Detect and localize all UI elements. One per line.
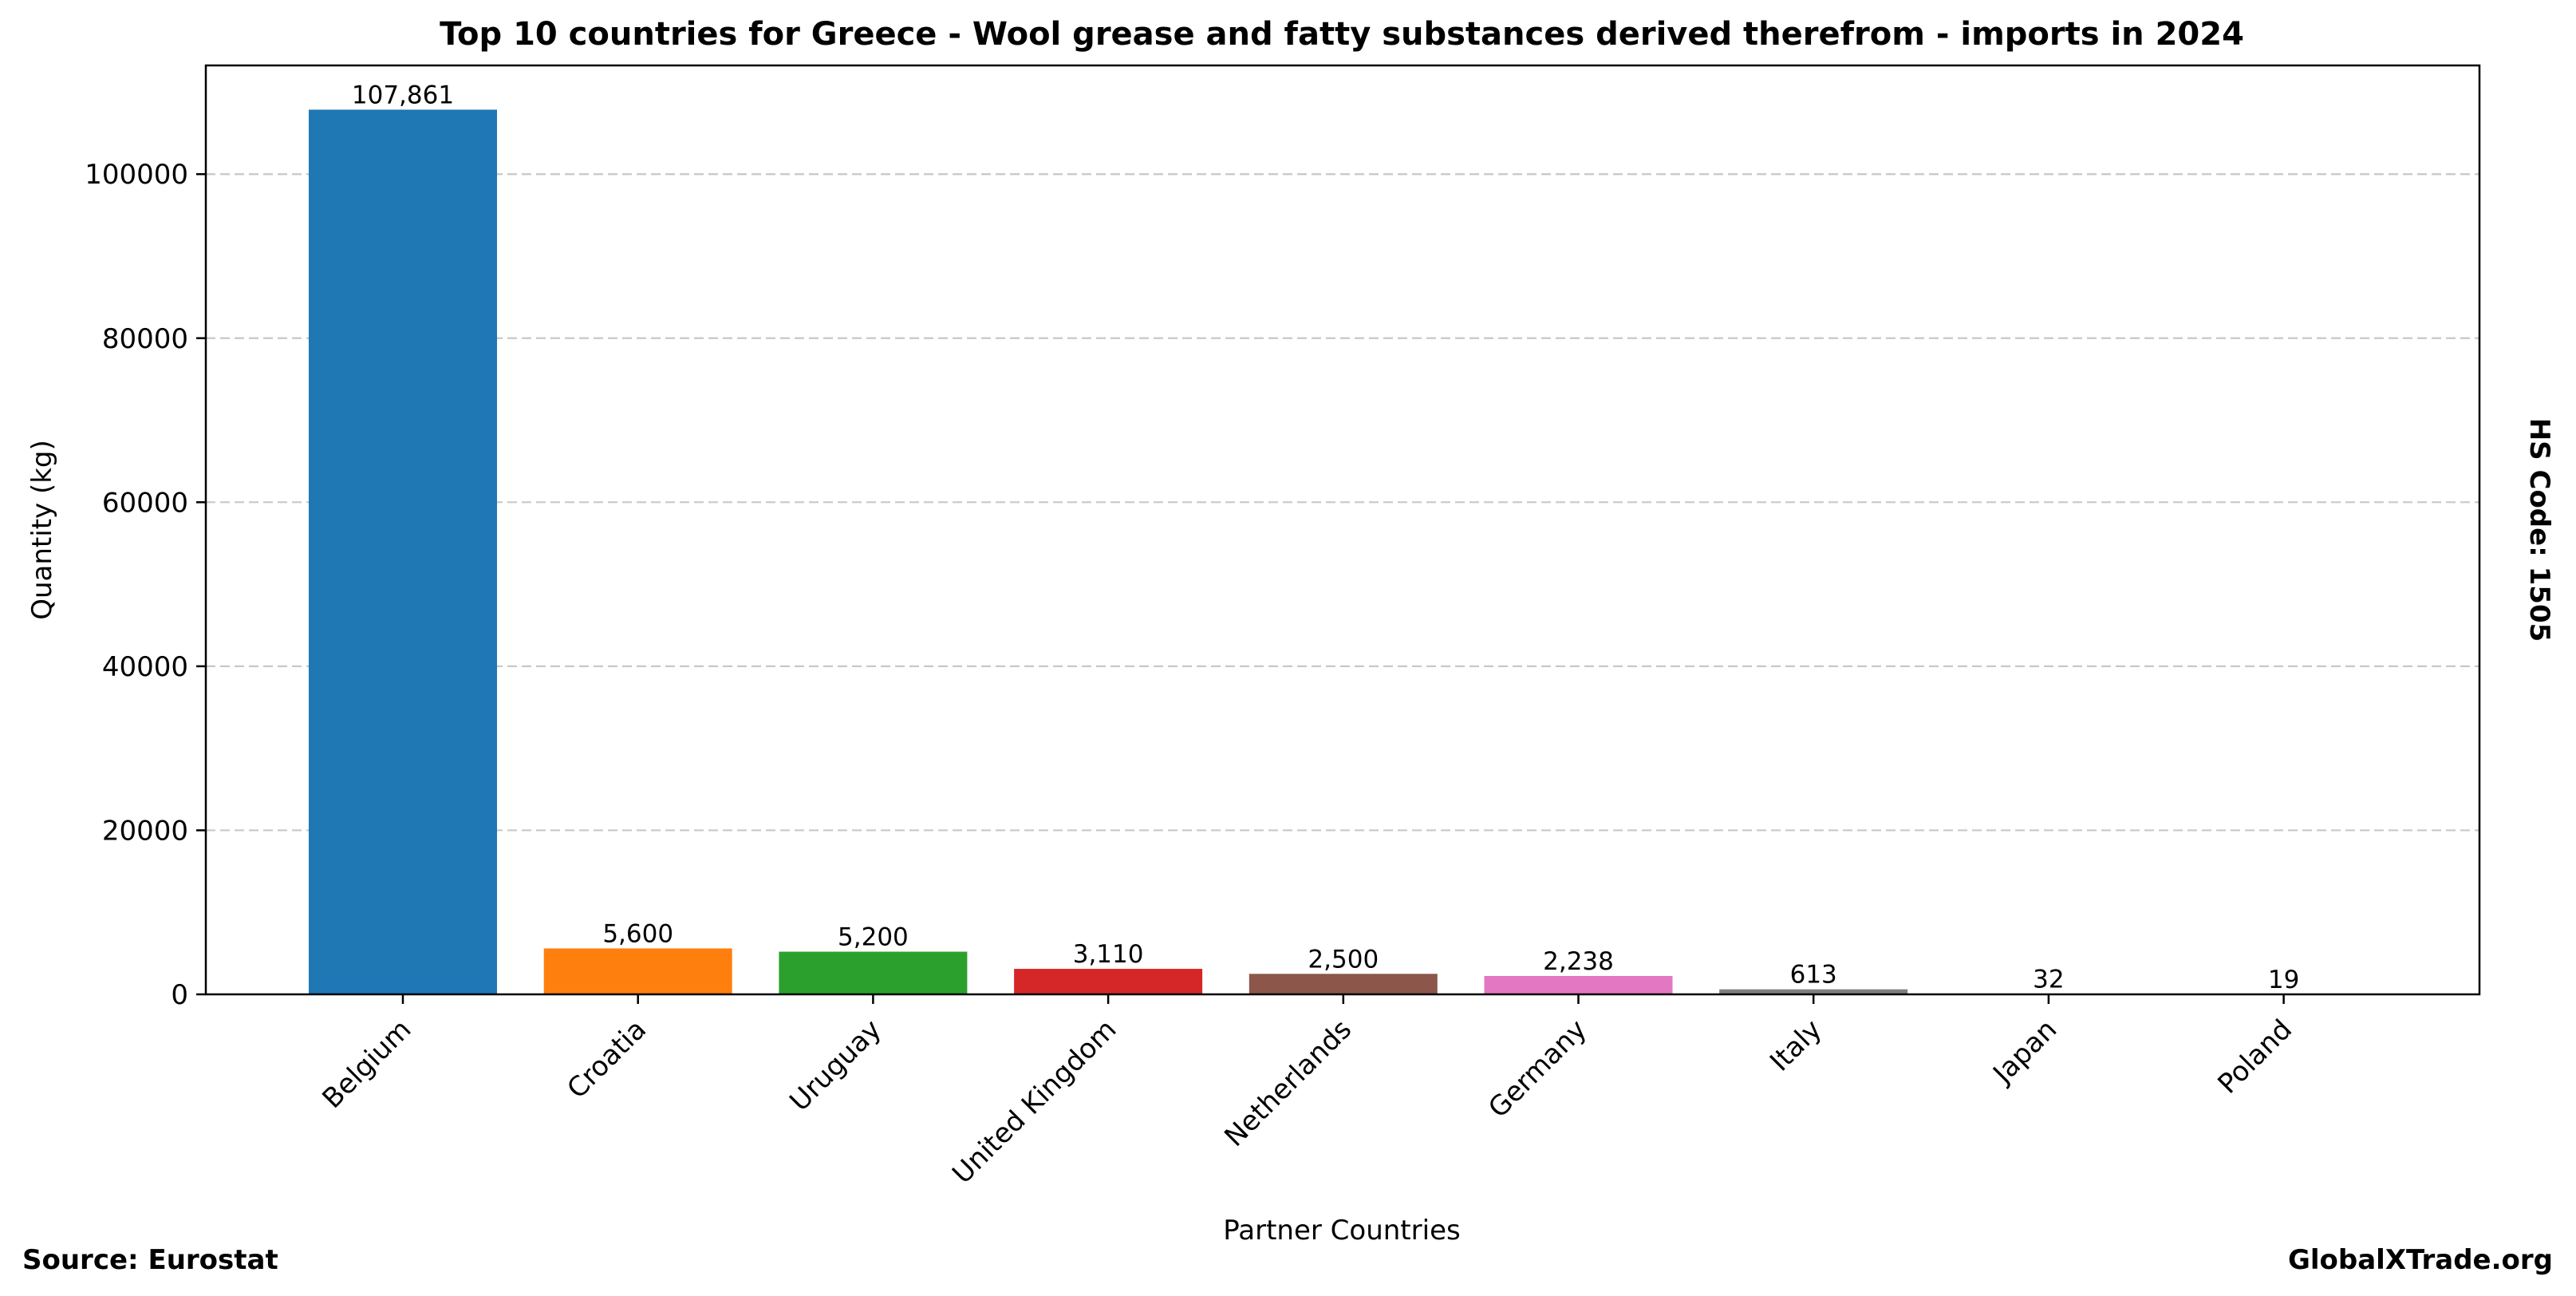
bar-value-label: 5,600 — [602, 919, 673, 948]
y-tick-label: 60000 — [102, 487, 188, 519]
source-label: Source: Eurostat — [22, 1244, 278, 1276]
y-tick-label: 80000 — [102, 323, 188, 355]
bar-netherlands — [1249, 974, 1438, 994]
hs-code-label: HS Code: 1505 — [2523, 418, 2555, 642]
bar-value-label: 19 — [2268, 966, 2299, 994]
x-tick-label: Japan — [1986, 1013, 2064, 1091]
y-tick-label: 100000 — [85, 159, 188, 191]
x-tick-label: Belgium — [317, 1013, 418, 1115]
x-tick-label: Italy — [1764, 1013, 1828, 1077]
bars — [309, 109, 2378, 994]
y-tick-label: 20000 — [102, 815, 188, 847]
bar-uruguay — [779, 951, 968, 994]
bar-germany — [1484, 975, 1673, 994]
y-gridlines — [206, 173, 2479, 832]
x-tick-label: Uruguay — [783, 1013, 887, 1117]
x-tick-label: Poland — [2211, 1013, 2298, 1100]
plot-frame — [204, 64, 2481, 996]
x-axis-label: Partner Countries — [1223, 1215, 1460, 1247]
x-tick-label: Netherlands — [1218, 1013, 1358, 1153]
bar-value-label: 107,861 — [352, 81, 454, 109]
bar-value-labels: 107,861 5,600 5,200 3,110 2,500 2,238 613 32 19 — [352, 81, 2299, 994]
bar-value-label: 613 — [1790, 961, 1837, 990]
bar-italy — [1719, 989, 1908, 994]
bar-value-label: 3,110 — [1073, 940, 1144, 969]
x-axis-ticks: Belgium Croatia Uruguay United Kingdom Nethe… — [317, 994, 2298, 1190]
chart-title: Top 10 countries for Greece - Wool greas… — [440, 16, 2244, 53]
y-axis-label: Quantity (kg) — [26, 440, 58, 620]
bar-value-label: 5,200 — [838, 923, 909, 952]
brand-label: GlobalXTrade.org — [2288, 1244, 2553, 1276]
bar-croatia — [543, 948, 732, 994]
x-tick-label: United Kingdom — [946, 1013, 1122, 1190]
bar-value-label: 2,500 — [1308, 945, 1379, 974]
y-tick-label: 0 — [171, 979, 188, 1011]
x-tick-label: Croatia — [561, 1013, 653, 1105]
x-tick-label: Germany — [1482, 1013, 1593, 1124]
y-axis-ticks: 0 20000 40000 60000 80000 100000 — [85, 159, 206, 1011]
bar-united-kingdom — [1014, 969, 1203, 994]
y-tick-label: 40000 — [102, 651, 188, 683]
bar-value-label: 2,238 — [1543, 947, 1614, 976]
bar-belgium — [309, 109, 497, 994]
bar-value-label: 32 — [2033, 966, 2064, 994]
